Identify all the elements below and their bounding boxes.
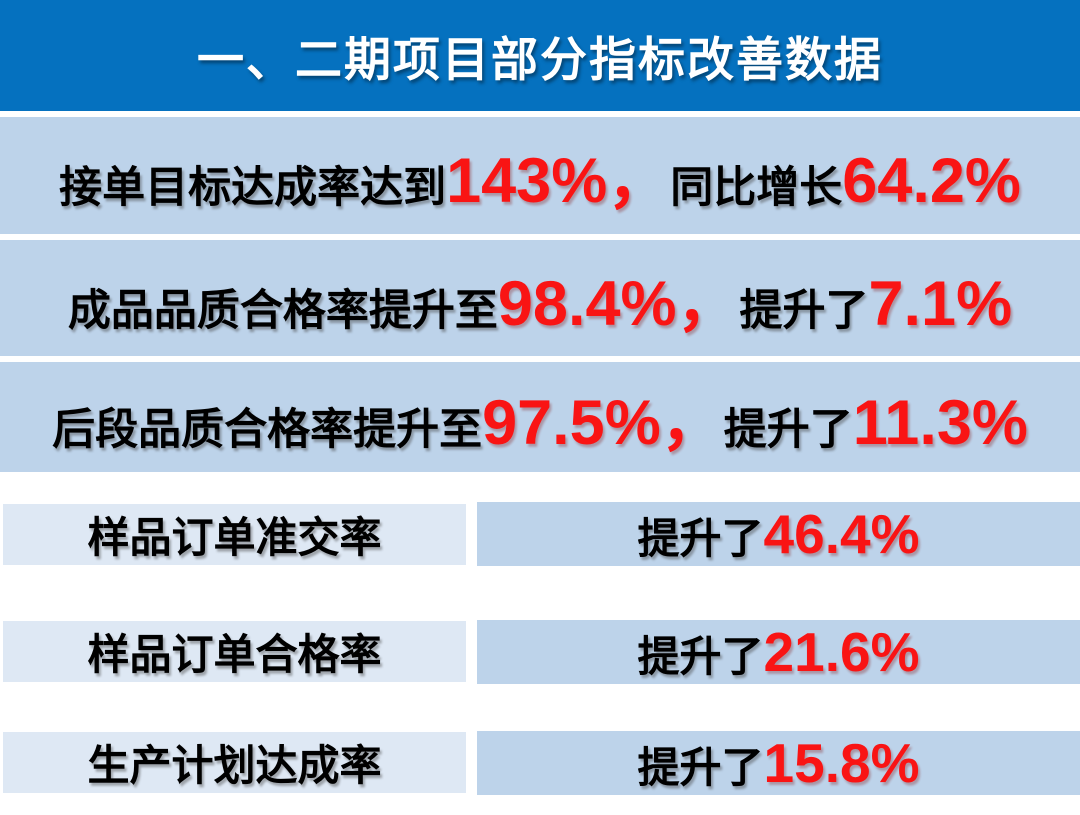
metric-value-prefix: 提升了 [637,515,764,562]
metric-value: 98.4%， [497,268,740,339]
metric-text: 成品品质合格率提升至 [67,286,498,335]
metric-text: 后段品质合格率提升至 [52,405,483,454]
metric-row-product-quality: 成品品质合格率提升至98.4%，提升了7.1% [0,240,1080,356]
metric-text: 提升了 [739,286,869,335]
metric-label-cell: 生产计划达成率 [3,732,466,793]
metric-row-order-target: 接单目标达成率达到143%，同比增长64.2% [0,117,1080,234]
metric-label: 生产计划达成率 [87,742,382,789]
metric-value-prefix: 提升了 [637,632,764,680]
metric-line: 后段品质合格率提升至97.5%，提升了11.3% [52,372,1028,463]
metric-value: 11.3% [852,387,1028,458]
metric-text: 提升了 [723,405,853,454]
metric-text: 接单目标达成率达到 [59,164,447,212]
metric-label-cell: 样品订单合格率 [3,621,466,682]
metric-value: 46.4% [763,503,920,565]
metric-line: 接单目标达成率达到143%，同比增长64.2% [59,130,1021,221]
metric-line: 提升了21.6% [638,620,920,684]
metric-label-cell: 样品订单准交率 [3,503,466,565]
split-row-sample-delivery: 样品订单准交率 提升了46.4% [0,478,1080,590]
metric-value-prefix: 提升了 [637,743,764,791]
metric-label: 样品订单准交率 [87,513,382,561]
header-bar: 一、二期项目部分指标改善数据 [0,0,1080,111]
metric-line: 提升了46.4% [638,502,920,566]
metric-value-cell: 提升了15.8% [477,730,1080,795]
metric-line: 提升了15.8% [638,731,920,795]
page-title: 一、二期项目部分指标改善数据 [197,33,883,86]
metric-value-cell: 提升了46.4% [477,502,1080,566]
split-row-sample-quality: 样品订单合格率 提升了21.6% [0,596,1080,707]
metric-value: 7.1% [868,268,1013,339]
metric-value: 21.6% [763,620,920,683]
metric-row-backend-quality: 后段品质合格率提升至97.5%，提升了11.3% [0,362,1080,472]
metric-label: 样品订单合格率 [87,631,382,678]
metric-value: 64.2% [842,146,1021,216]
metric-value: 15.8% [763,731,920,794]
metric-line: 成品品质合格率提升至98.4%，提升了7.1% [68,253,1012,344]
split-row-production-plan: 生产计划达成率 提升了15.8% [0,712,1080,813]
metric-value: 97.5%， [482,387,724,458]
metric-value: 143%， [446,146,671,216]
metric-text: 同比增长 [670,164,843,212]
metric-value-cell: 提升了21.6% [477,619,1080,684]
